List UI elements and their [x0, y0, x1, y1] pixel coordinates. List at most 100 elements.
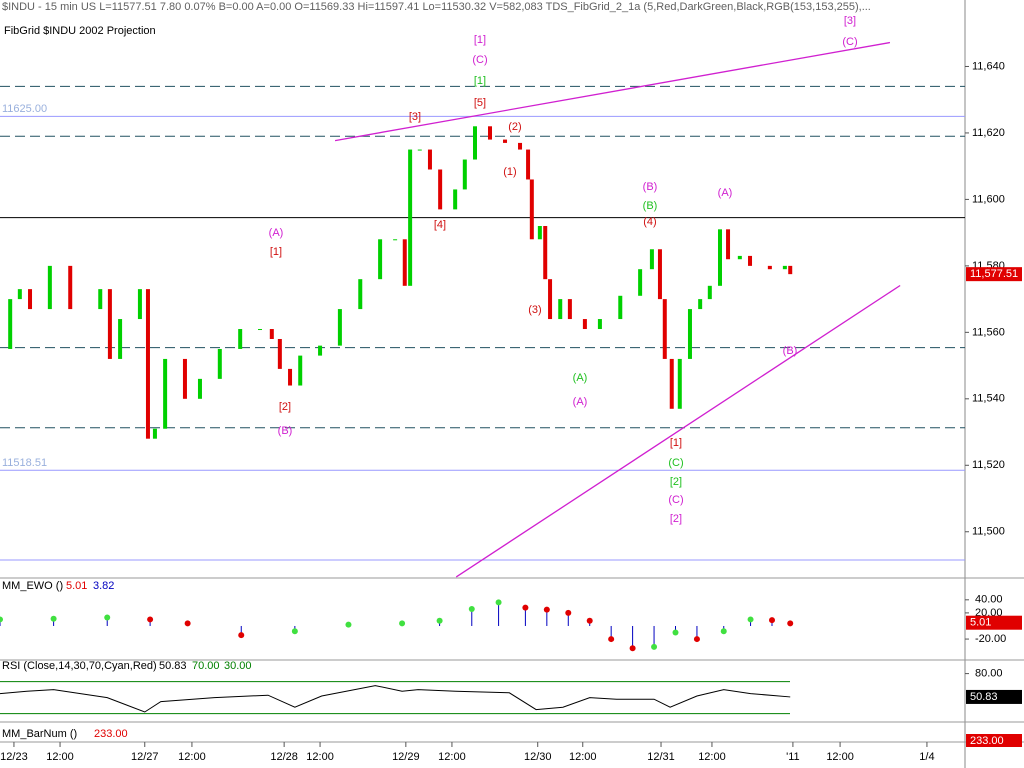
candle [537, 225, 542, 240]
y-tick-label: 11,600 [972, 193, 1005, 205]
candle [269, 329, 274, 339]
candle [558, 299, 563, 320]
x-tick-label: 12/23 [0, 751, 28, 763]
candle [28, 289, 33, 310]
x-tick-label: 12:00 [698, 751, 726, 763]
candle [378, 239, 383, 280]
fib-label: 11518.51 [2, 457, 47, 469]
y-tick-label: 11,540 [972, 393, 1005, 405]
ewo-last-box [966, 615, 1022, 630]
candle [748, 255, 753, 266]
candle [472, 126, 477, 160]
candle [408, 149, 413, 286]
ewo-dot [0, 616, 3, 623]
ewo-dot [184, 620, 191, 627]
candle [393, 239, 398, 241]
wave-label: (1) [503, 166, 516, 178]
candle [737, 255, 742, 260]
ewo-dot [345, 621, 352, 628]
ewo-last-label: 5.01 [970, 617, 991, 629]
candle [137, 289, 142, 320]
ewo-dot [769, 617, 775, 624]
ewo-dot [720, 628, 727, 635]
wave-label: (C) [668, 457, 683, 469]
x-tick-label: 12/29 [392, 751, 420, 763]
candle [17, 289, 22, 300]
candle [318, 345, 323, 356]
y-tick-label: 11,620 [972, 127, 1005, 139]
candle [518, 142, 523, 150]
x-tick-label: 12:00 [438, 751, 466, 763]
ewo-dot [291, 628, 298, 635]
wave-label: (4) [643, 216, 656, 228]
candle [782, 265, 787, 270]
candle [453, 189, 458, 210]
candle [258, 329, 263, 331]
ewo-name: MM_EWO () [2, 580, 63, 592]
candle [788, 265, 793, 275]
wave-label: (C) [842, 36, 857, 48]
candle [438, 169, 443, 210]
candle [543, 225, 548, 280]
candle [288, 368, 293, 386]
candle [337, 309, 342, 346]
wave-label: [1] [670, 437, 682, 449]
wave-label: [1] [474, 75, 486, 87]
x-tick-label: 12:00 [826, 751, 854, 763]
candle [717, 229, 722, 286]
wave-label: (A) [718, 187, 733, 199]
last-price-label: 11,577.51 [970, 268, 1018, 280]
candle [118, 319, 123, 359]
wave-label: (A) [573, 372, 588, 384]
candle [548, 279, 553, 320]
ewo-dot [436, 617, 443, 624]
trendline [334, 41, 891, 142]
rsi-value: 50.83 [159, 660, 187, 672]
ewo-dot [747, 616, 754, 623]
candle [163, 358, 168, 429]
ewo-dot [651, 643, 658, 650]
x-tick-label: 12:00 [569, 751, 597, 763]
y-tick-label: 40.00 [975, 594, 1003, 606]
trendline [455, 284, 901, 578]
x-tick-label: 12:00 [306, 751, 334, 763]
candle [298, 355, 303, 386]
barnum-name: MM_BarNum () [2, 728, 77, 740]
ewo-dot [608, 636, 615, 643]
candle [767, 265, 772, 270]
candle [707, 285, 712, 300]
candle [526, 149, 531, 180]
candle [529, 179, 534, 240]
candle [238, 329, 243, 349]
last-price-box [966, 267, 1022, 282]
wave-label: [3] [409, 111, 421, 123]
candle [277, 338, 282, 369]
x-tick-label: 12/27 [131, 751, 159, 763]
ewo-dot [586, 617, 593, 624]
wave-label: (B) [643, 200, 658, 212]
candle [503, 139, 508, 143]
ewo-dot [399, 620, 406, 627]
barnum-value: 233.00 [94, 728, 128, 740]
ewo-dot [104, 614, 111, 621]
candle [152, 428, 157, 439]
candle [582, 319, 587, 330]
candle [217, 348, 222, 379]
candle [726, 229, 731, 260]
wave-label: (2) [508, 121, 521, 133]
candle [145, 289, 150, 439]
candle [669, 358, 674, 409]
wave-label: [4] [434, 219, 446, 231]
rsi-last-label: 50.83 [970, 691, 998, 703]
y-tick-label: 11,500 [972, 526, 1005, 538]
wave-label: [3] [844, 15, 856, 27]
rsi-value: 30.00 [224, 660, 252, 672]
ewo-dot [543, 606, 550, 613]
candle [698, 299, 703, 310]
ewo-value: 5.01 [66, 580, 87, 592]
candle [638, 269, 643, 296]
wave-label: (B) [643, 181, 658, 193]
ewo-dot [522, 604, 529, 611]
y-tick-label: -20.00 [975, 633, 1006, 645]
